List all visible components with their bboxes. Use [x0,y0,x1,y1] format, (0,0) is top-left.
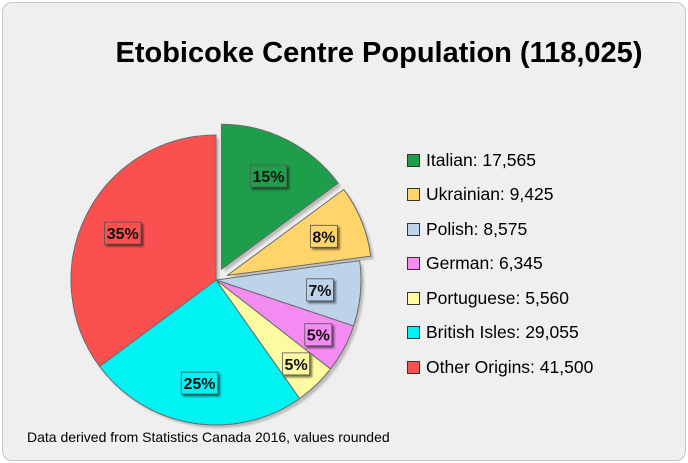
pie-chart: 15% 8% 7% 5% 5% 25% 35% [70,123,372,426]
legend-item-italian: Italian: 17,565 [407,143,593,178]
data-label-german: 5% [307,328,330,345]
pie-slice-other-origins [70,134,217,368]
data-label-other-origins: 35% [107,226,139,243]
legend-item-ukrainian: Ukrainian: 9,425 [407,178,593,213]
legend-item-british-isles: British Isles: 29,055 [407,316,593,351]
data-label-box-polish [306,278,334,302]
data-label-italian: 15% [252,169,284,186]
legend-label: Polish: 8,575 [426,218,528,239]
data-label-polish: 7% [308,283,331,300]
legend-item-german: German: 6,345 [407,247,593,282]
legend-swatch [407,222,420,236]
legend-label: Portuguese: 5,560 [426,287,570,308]
data-label-box-italian [249,164,288,188]
data-label-british-isles: 25% [183,376,215,393]
chart-title: Etobicoke Centre Population (118,025) [115,37,643,69]
legend-label: Ukrainian: 9,425 [426,184,554,205]
legend-label: German: 6,345 [426,253,543,274]
pie-slice-ukrainian [226,188,372,276]
legend-swatch [407,153,420,167]
legend-swatch [407,291,420,305]
pie-slice-british-isles [98,279,301,426]
legend-swatch [407,257,420,271]
legend-item-polish: Polish: 8,575 [407,212,593,247]
data-label-box-british-isles [180,371,219,395]
legend-label: Other Origins: 41,500 [426,356,594,377]
data-label-box-other-origins [104,221,142,245]
footnote: Data derived from Statistics Canada 2016… [27,429,390,445]
legend: Italian: 17,565 Ukrainian: 9,425 Polish: 8… [407,143,593,385]
legend-swatch [407,188,420,202]
pie-slice-italian [220,123,339,271]
legend-item-portuguese: Portuguese: 5,560 [407,281,593,316]
legend-swatch [407,326,420,340]
legend-label: Italian: 17,565 [426,149,536,170]
data-label-ukrainian: 8% [312,229,335,246]
data-label-box-portuguese [282,352,311,376]
legend-label: British Isles: 29,055 [426,322,579,343]
legend-swatch [407,360,420,374]
data-label-box-german [304,323,333,347]
data-label-portuguese: 5% [285,357,308,374]
data-label-box-ukrainian [309,224,338,248]
legend-item-other-origins: Other Origins: 41,500 [407,350,593,385]
